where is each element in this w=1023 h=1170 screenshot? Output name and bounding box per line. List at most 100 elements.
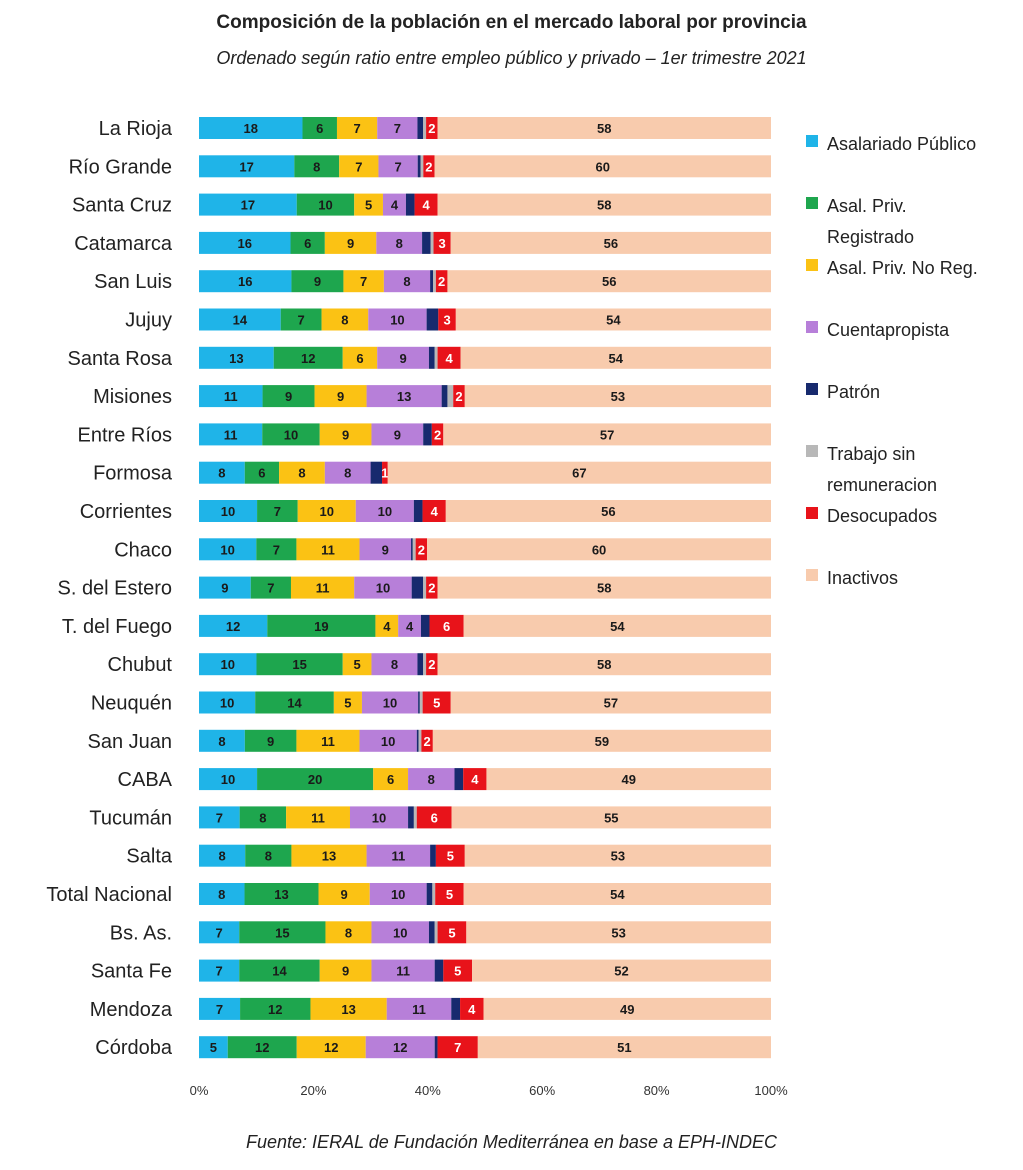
bar-asal-priv-registrado-mendoza [240, 997, 311, 1020]
bar-asal-priv-no-reg-rio-grande [339, 155, 379, 178]
bar-desocupados-san-juan [421, 729, 433, 752]
bar-asal-priv-no-reg-total-nacional [318, 883, 370, 905]
legend-swatch-inactivos [806, 569, 818, 581]
category-label-salta: Salta [126, 846, 172, 868]
bar-inactivos-mendoza [483, 997, 771, 1020]
category-label-misiones: Misiones [93, 386, 172, 408]
bar-desocupados-chubut [426, 653, 438, 676]
data-label-asalariado-publico-chubut: 10 [221, 657, 235, 672]
bar-asalariado-publico-catamarca [199, 231, 291, 254]
data-label-desocupados-santa-fe: 5 [454, 964, 461, 979]
legend: Asalariado Público Asal. Priv. Registrado A… [806, 134, 978, 588]
bar-desocupados-caba [463, 768, 487, 791]
bar-asal-priv-registrado-s-del-estero [250, 576, 291, 599]
data-label-desocupados-santa-cruz: 4 [422, 198, 430, 213]
category-label-tucuman: Tucumán [89, 807, 172, 829]
bar-trabajo-sin-remuneracion-san-juan [418, 729, 422, 752]
bar-cuentapropista-chubut [371, 653, 418, 676]
data-label-desocupados-catamarca: 3 [438, 236, 445, 251]
data-label-asal-priv-no-reg-la-rioja: 7 [353, 121, 360, 136]
bar-desocupados-santa-cruz [414, 193, 438, 216]
category-label-caba: CABA [118, 769, 173, 791]
bar-asalariado-publico-chaco [199, 538, 257, 561]
data-label-asal-priv-no-reg-mendoza: 13 [341, 1002, 355, 1017]
category-label-formosa: Formosa [93, 463, 173, 485]
bar-patron-rio-grande [417, 155, 421, 178]
bar-desocupados-total-nacional [435, 883, 464, 905]
data-label-asalariado-publico-t-del-fuego: 12 [226, 619, 240, 634]
legend-label-trabajo-sin-remuneracion: Trabajo sin [827, 444, 915, 464]
data-label-inactivos-santa-fe: 52 [614, 964, 628, 979]
data-label-asal-priv-no-reg-neuquen: 5 [344, 696, 351, 711]
data-label-inactivos-caba: 49 [621, 772, 635, 787]
bar-asalariado-publico-tucuman [199, 806, 240, 829]
data-label-cuentapropista-jujuy: 10 [390, 313, 404, 328]
x-axis-ticks: 0% 20% 40% 60% 80% 100% [190, 1083, 788, 1098]
bar-asal-priv-registrado-corrientes [257, 500, 298, 522]
bar-trabajo-sin-remuneracion-chubut [423, 653, 427, 676]
bar-asal-priv-registrado-chubut [256, 653, 343, 676]
bar-desocupados-corrientes [422, 500, 446, 522]
bar-patron-salta [430, 844, 436, 867]
bar-inactivos-corrientes [445, 500, 771, 522]
bar-cuentapropista-cordoba [365, 1036, 435, 1059]
data-label-cuentapropista-chubut: 8 [391, 657, 398, 672]
bar-asal-priv-registrado-san-juan [244, 729, 297, 752]
bar-cuentapropista-entre-rios [371, 423, 424, 446]
data-label-asal-priv-no-reg-entre-rios: 9 [342, 427, 349, 442]
bar-asal-priv-registrado-neuquen [255, 691, 334, 714]
bar-cuentapropista-chaco [359, 538, 412, 561]
bar-cuentapropista-jujuy [368, 308, 427, 331]
data-label-asal-priv-no-reg-t-del-fuego: 4 [383, 619, 391, 634]
bar-desocupados-santa-fe [443, 959, 473, 982]
bar-asal-priv-registrado-san-luis [291, 270, 344, 293]
data-label-desocupados-la-rioja: 2 [428, 121, 435, 136]
bar-asal-priv-no-reg-catamarca [324, 231, 377, 254]
bar-asalariado-publico-neuquen [199, 691, 256, 714]
category-label-s-del-estero: S. del Estero [57, 578, 172, 600]
bar-cuentapropista-total-nacional [369, 883, 427, 905]
data-label-inactivos-tucuman: 55 [604, 810, 618, 825]
bar-cuentapropista-t-del-fuego [398, 614, 421, 637]
data-label-inactivos-t-del-fuego: 54 [610, 619, 625, 634]
data-label-asal-priv-registrado-bs-as: 15 [275, 925, 289, 940]
bar-desocupados-rio-grande [423, 155, 435, 178]
data-label-asal-priv-no-reg-santa-fe: 9 [342, 964, 349, 979]
bar-asal-priv-registrado-t-del-fuego [267, 614, 376, 637]
bar-asal-priv-registrado-santa-rosa [273, 346, 343, 369]
data-label-desocupados-san-juan: 2 [423, 734, 430, 749]
category-label-jujuy: Jujuy [125, 310, 172, 332]
legend-swatch-desocupados [806, 507, 818, 519]
bar-asalariado-publico-salta [199, 844, 246, 867]
data-label-asal-priv-registrado-mendoza: 12 [268, 1002, 282, 1017]
bar-desocupados-tucuman [416, 806, 452, 829]
x-tick-label-100: 100% [754, 1083, 788, 1098]
bar-asal-priv-no-reg-santa-fe [319, 959, 372, 982]
bar-asal-priv-registrado-la-rioja [302, 117, 337, 139]
data-label-inactivos-santa-cruz: 58 [597, 198, 611, 213]
bar-asalariado-publico-t-del-fuego [199, 614, 268, 637]
data-label-desocupados-bs-as: 5 [448, 925, 455, 940]
bar-asalariado-publico-santa-rosa [199, 346, 274, 369]
data-label-asal-priv-no-reg-chaco: 11 [321, 542, 335, 557]
bar-asal-priv-no-reg-san-luis [343, 270, 384, 293]
category-label-santa-fe: Santa Fe [91, 961, 172, 983]
data-label-asal-priv-registrado-san-juan: 9 [267, 734, 274, 749]
bar-patron-bs-as [428, 921, 435, 944]
bar-trabajo-sin-remuneracion-san-luis [433, 270, 436, 293]
bar-inactivos-chaco [427, 538, 771, 561]
bar-asal-priv-registrado-salta [245, 844, 292, 867]
bar-cuentapropista-s-del-estero [354, 576, 412, 599]
bar-asalariado-publico-chubut [199, 653, 257, 676]
bar-cuentapropista-santa-cruz [382, 193, 406, 216]
bar-inactivos-total-nacional [463, 883, 771, 905]
bar-inactivos-catamarca [450, 231, 771, 254]
data-label-asal-priv-no-reg-cordoba: 12 [324, 1040, 338, 1055]
bar-cuentapropista-misiones [366, 385, 442, 408]
data-label-asal-priv-registrado-caba: 20 [308, 772, 322, 787]
bar-patron-santa-rosa [428, 346, 435, 369]
legend-label-cuentapropista: Cuentapropista [827, 320, 950, 340]
data-label-inactivos-neuquen: 57 [604, 696, 618, 711]
bar-cuentapropista-rio-grande [378, 155, 418, 178]
bar-desocupados-salta [435, 844, 465, 867]
